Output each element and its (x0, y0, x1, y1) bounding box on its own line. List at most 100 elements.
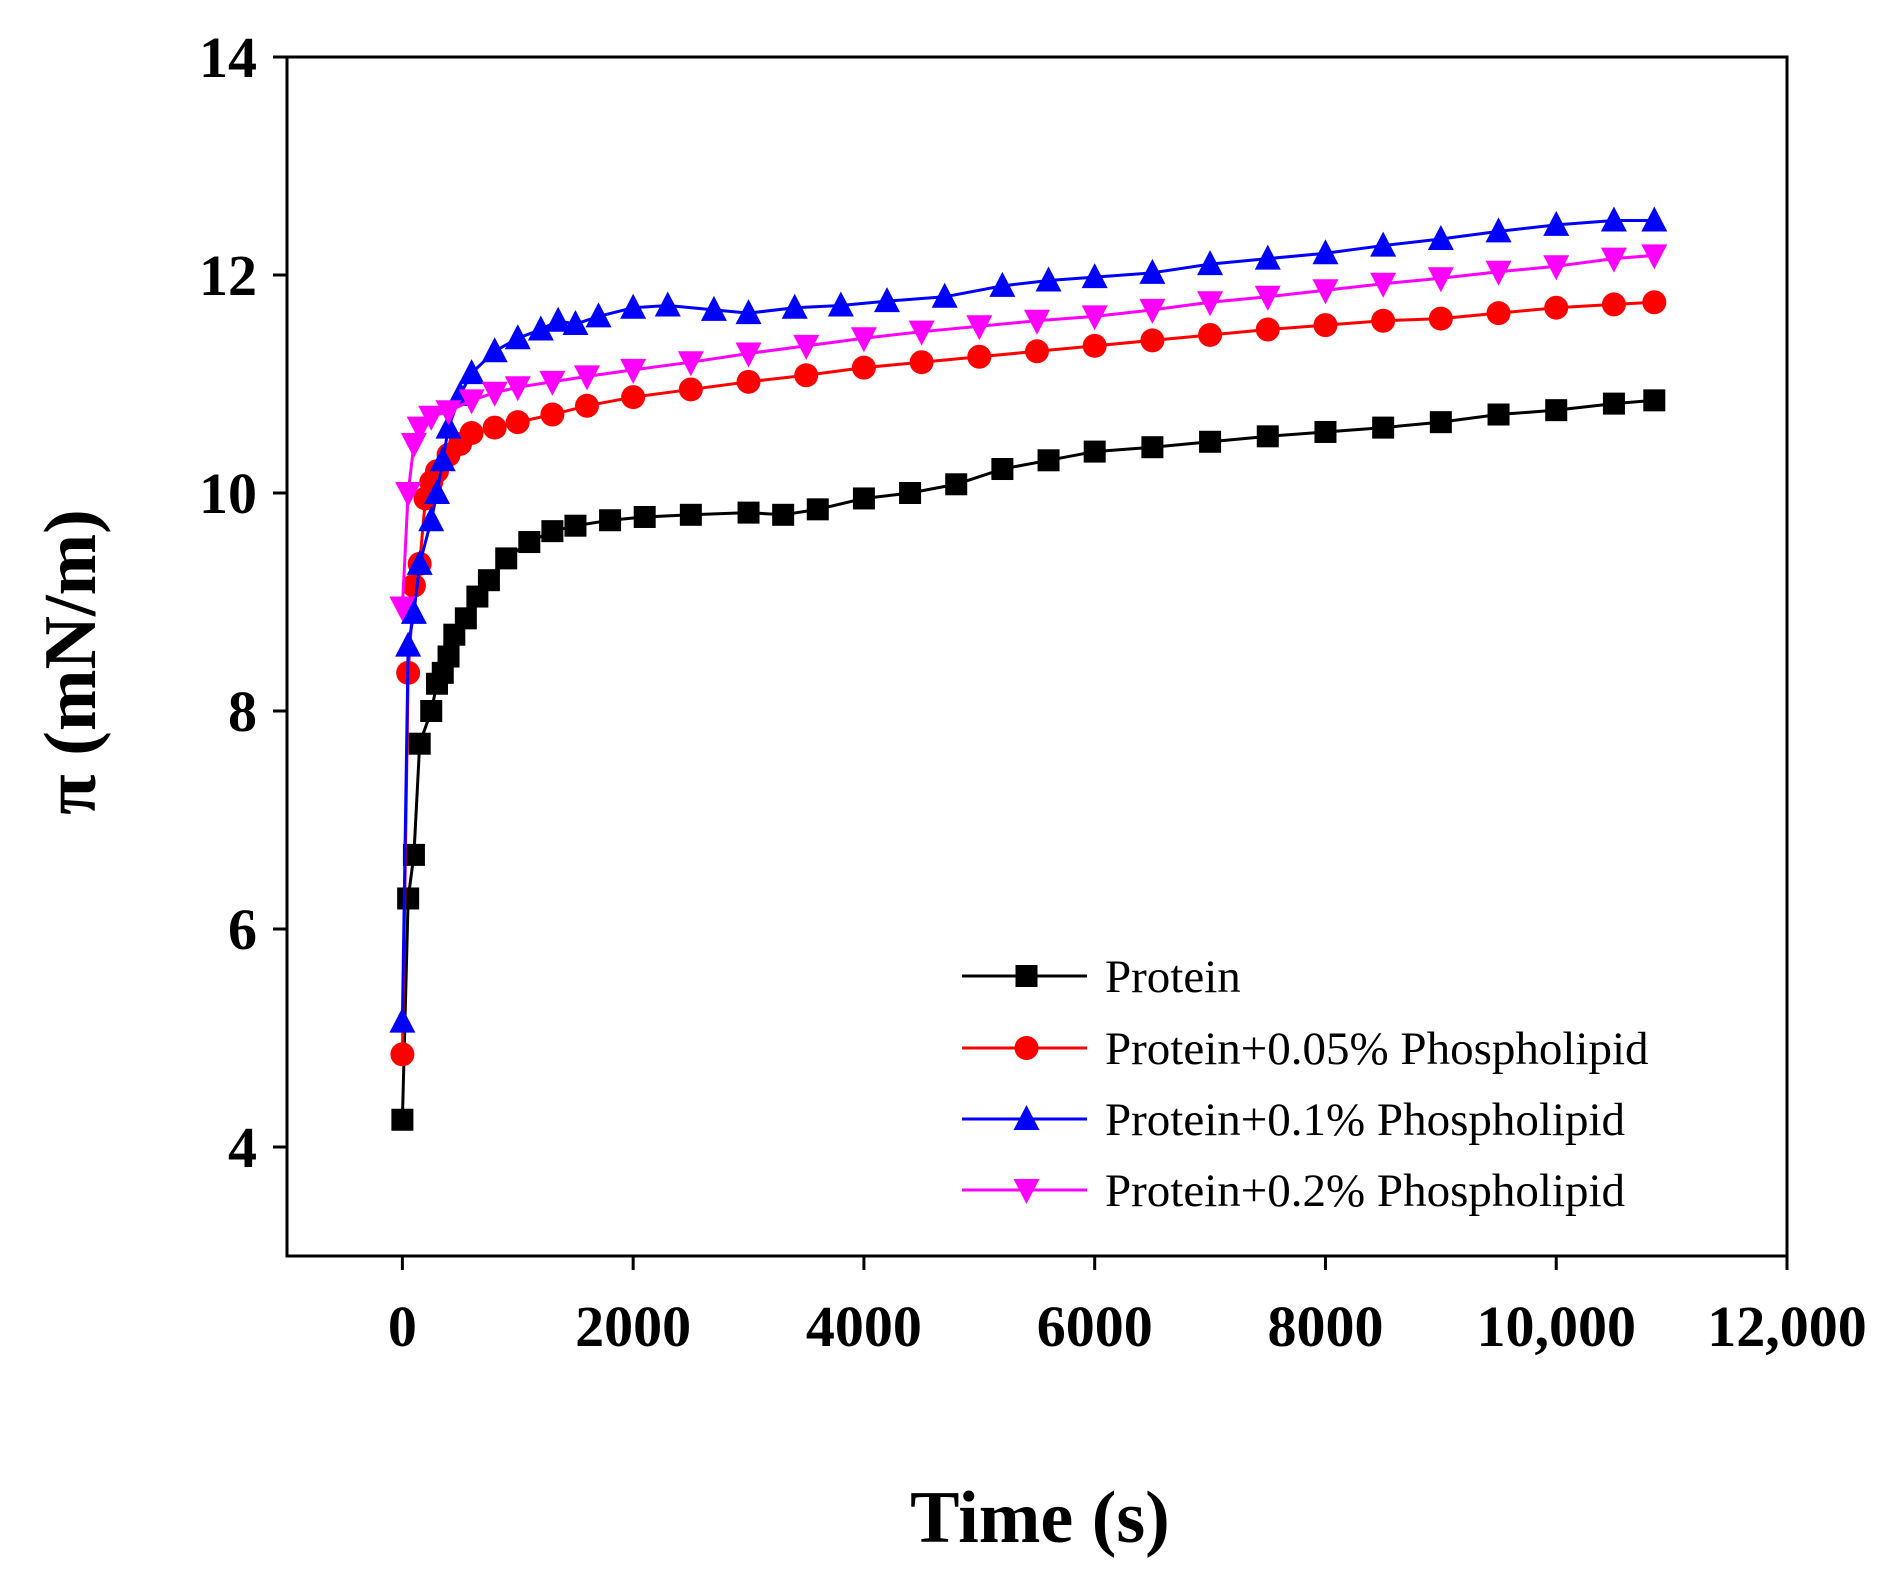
data-point (736, 369, 761, 394)
data-point (620, 293, 647, 319)
data-point (678, 377, 703, 402)
data-point (1081, 305, 1108, 331)
data-point (735, 342, 762, 368)
data-point (505, 410, 530, 435)
series-3 (389, 244, 1668, 622)
data-point (1641, 244, 1668, 270)
data-point (1198, 322, 1223, 347)
data-point (1313, 313, 1338, 338)
legend: Protein Protein+0.05% Phospholipid Protein… (962, 951, 1649, 1217)
data-point (395, 631, 422, 657)
data-point (945, 473, 968, 496)
data-point (1197, 250, 1224, 276)
data-point (599, 509, 622, 532)
data-point (418, 506, 445, 532)
data-point (1312, 279, 1339, 305)
axes: 0 2000 4000 6000 8000 10,000 12,000 4 6 8 10 12 14 (199, 25, 1867, 1359)
data-point (540, 402, 565, 427)
data-point (390, 1042, 415, 1067)
data-point (806, 498, 829, 521)
data-point (1600, 247, 1627, 273)
data-point (1487, 403, 1510, 426)
data-point (1312, 239, 1339, 265)
data-point (1254, 244, 1281, 270)
data-point (482, 415, 507, 440)
data-point (397, 887, 420, 910)
data-point (418, 405, 445, 431)
data-point (389, 1007, 416, 1033)
data-point (1485, 217, 1512, 243)
data-point (737, 501, 760, 524)
data-point (1545, 399, 1568, 422)
data-point (1428, 306, 1453, 331)
data-point (406, 416, 433, 442)
y-tick-label: 10 (199, 461, 257, 526)
x-tick-label: 0 (388, 1294, 417, 1359)
data-point (1543, 255, 1570, 281)
data-point (459, 421, 484, 446)
data-point (495, 547, 518, 570)
data-point (967, 344, 992, 369)
data-point (1371, 308, 1396, 333)
data-point (1139, 258, 1166, 284)
series-0 (391, 389, 1666, 1131)
data-point (1139, 298, 1166, 324)
y-tick-label: 12 (199, 243, 257, 308)
data-point (400, 432, 427, 458)
data-point (654, 291, 681, 317)
data-point (1485, 260, 1512, 286)
y-tick-label: 14 (199, 25, 257, 90)
data-point (1601, 292, 1626, 317)
data-point (458, 359, 485, 385)
data-point (633, 505, 656, 528)
data-point (1370, 272, 1397, 298)
data-point (794, 363, 819, 388)
data-point (1372, 416, 1395, 439)
data-point (908, 320, 935, 346)
plot-frame (285, 55, 1789, 1258)
data-point (621, 385, 646, 410)
data-point (852, 487, 875, 510)
data-point (539, 370, 566, 396)
data-point (402, 843, 425, 866)
data-point (504, 376, 531, 402)
legend-label: Protein+0.2% Phospholipid (1105, 1165, 1625, 1217)
data-point (1140, 328, 1165, 353)
data-point (1082, 333, 1107, 358)
data-point (1256, 425, 1279, 448)
data-point (1429, 411, 1452, 434)
x-tick-label: 6000 (1037, 1294, 1153, 1359)
data-point (991, 458, 1014, 481)
data-point (735, 299, 762, 325)
data-point (585, 302, 612, 328)
x-tick-label: 8000 (1267, 1294, 1383, 1359)
y-tick-label: 8 (228, 679, 257, 744)
x-tick-label: 12,000 (1707, 1294, 1867, 1359)
plot-area (389, 206, 1668, 1131)
data-point (400, 598, 427, 624)
data-point (504, 324, 531, 350)
data-point (518, 531, 541, 554)
data-point (1199, 430, 1222, 453)
x-axis-title: Time (s) (910, 1477, 1170, 1559)
data-point (437, 645, 460, 668)
data-point (1642, 290, 1667, 315)
data-point (562, 310, 589, 336)
data-point (395, 482, 422, 507)
series-line (400, 253, 1655, 608)
data-point (527, 315, 554, 341)
legend-marker (1015, 965, 1038, 987)
data-point (1197, 291, 1224, 317)
legend-marker (1013, 1105, 1040, 1130)
data-point (966, 315, 993, 341)
data-point (435, 400, 462, 426)
data-point (429, 446, 456, 472)
data-point (408, 732, 431, 755)
data-point (391, 1108, 414, 1131)
data-point (454, 607, 477, 630)
data-point (541, 520, 564, 543)
data-point (477, 569, 500, 592)
data-point (1141, 436, 1164, 459)
data-point (1081, 263, 1108, 289)
